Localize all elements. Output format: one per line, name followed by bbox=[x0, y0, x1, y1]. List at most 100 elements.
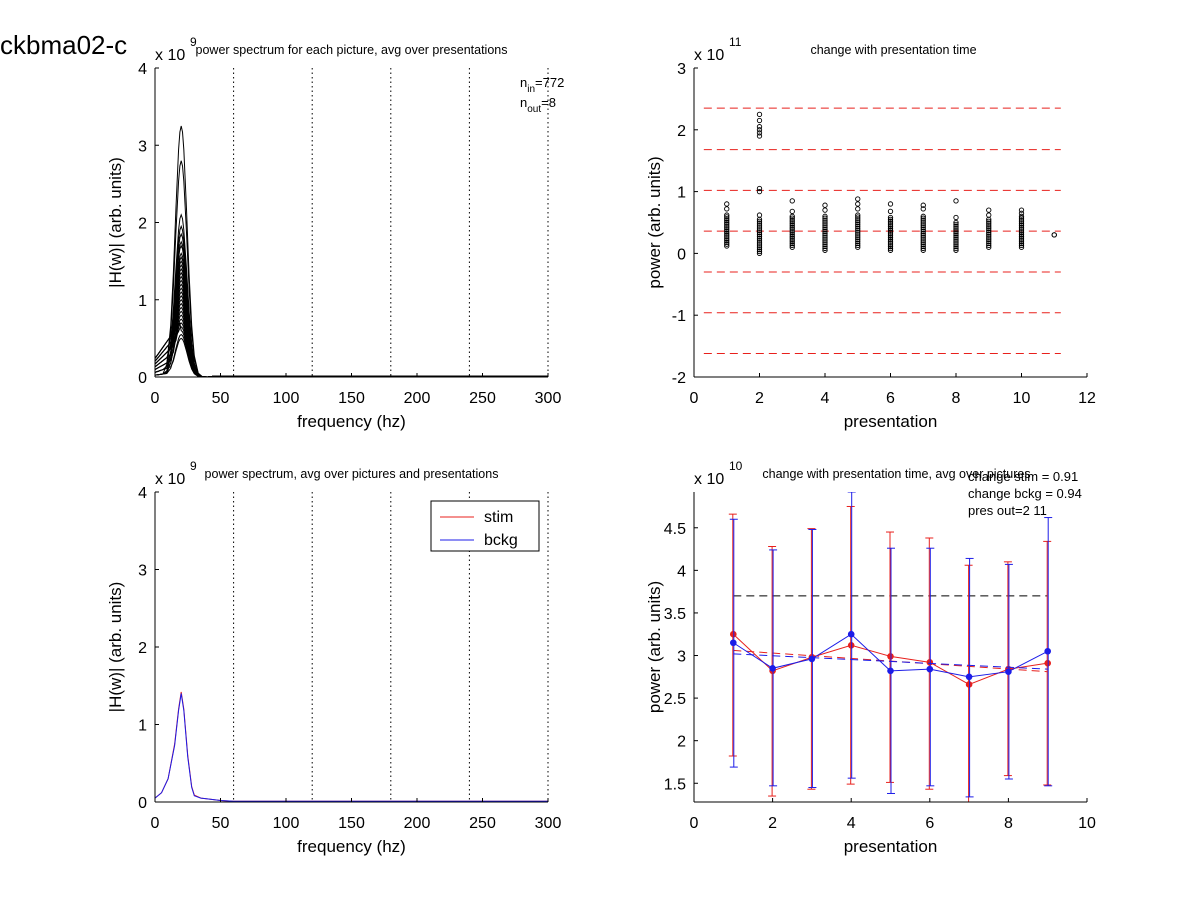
x-tick-label: 250 bbox=[469, 815, 496, 832]
data-point bbox=[822, 236, 828, 242]
data-point bbox=[724, 232, 730, 238]
stat-annotation: change bckg = 0.94 bbox=[968, 486, 1082, 501]
x-tick-label: 300 bbox=[535, 815, 562, 832]
spectrum-line bbox=[154, 224, 548, 378]
x-axis-label: frequency (hz) bbox=[297, 837, 406, 856]
data-point bbox=[1018, 235, 1025, 241]
spectrum-line bbox=[154, 283, 548, 378]
data-point-bckg bbox=[1044, 647, 1051, 655]
data-point bbox=[1018, 244, 1025, 250]
y-exponent-power: 9 bbox=[190, 459, 197, 473]
data-point bbox=[953, 198, 959, 204]
data-point bbox=[887, 222, 894, 228]
data-point bbox=[789, 208, 795, 215]
data-point bbox=[986, 227, 992, 234]
data-point-bckg bbox=[887, 667, 894, 675]
spectrum-line bbox=[154, 232, 548, 378]
panel-power-spectrum-avg: 0 50 100 150 200 250 300 0 1 2 3 4 frequency (hz) |H(… bbox=[106, 459, 561, 856]
data-point bbox=[920, 226, 926, 233]
y-tick-label: 2 bbox=[138, 216, 147, 233]
data-point bbox=[756, 246, 763, 253]
x-tick-label: 0 bbox=[151, 815, 160, 832]
x-axis-label: presentation bbox=[844, 837, 938, 856]
y-tick-label: 2 bbox=[138, 640, 147, 657]
y-tick-label: 3.5 bbox=[664, 606, 686, 623]
data-point bbox=[953, 229, 959, 235]
data-point bbox=[1018, 222, 1025, 229]
series-line-stim bbox=[154, 691, 548, 802]
spectrum-line bbox=[154, 291, 548, 378]
spectrum-line bbox=[154, 333, 548, 378]
data-point bbox=[855, 218, 861, 224]
data-point bbox=[986, 224, 992, 230]
data-point bbox=[855, 206, 861, 212]
data-point bbox=[953, 223, 959, 229]
data-point bbox=[822, 213, 828, 219]
data-point bbox=[986, 235, 992, 241]
spectrum-line bbox=[154, 267, 548, 378]
spectrum-line bbox=[154, 259, 548, 378]
data-point-bckg bbox=[808, 655, 816, 663]
data-point bbox=[920, 221, 926, 227]
data-point bbox=[953, 232, 959, 239]
x-tick-label: 50 bbox=[212, 390, 230, 407]
data-point bbox=[756, 212, 763, 218]
data-point bbox=[953, 225, 959, 231]
data-point bbox=[822, 217, 828, 223]
legend: stim bckg bbox=[430, 500, 540, 552]
data-point bbox=[1018, 226, 1025, 232]
y-tick-label: 4.5 bbox=[664, 521, 686, 538]
data-point bbox=[1018, 215, 1025, 221]
data-point bbox=[1018, 207, 1025, 213]
data-point bbox=[855, 201, 861, 207]
data-point bbox=[756, 226, 763, 232]
plot-title: power spectrum for each picture, avg ove… bbox=[196, 43, 508, 57]
y-tick-label: 3 bbox=[138, 138, 147, 155]
data-point bbox=[789, 219, 795, 225]
plot-title: power spectrum, avg over pictures and pr… bbox=[205, 467, 499, 481]
data-point bbox=[920, 243, 926, 250]
data-point bbox=[822, 215, 828, 221]
spectrum-line bbox=[154, 244, 548, 378]
data-point bbox=[822, 223, 828, 229]
plot-title: change with presentation time, avg over … bbox=[762, 467, 1030, 481]
data-point bbox=[887, 220, 894, 226]
data-point bbox=[855, 196, 861, 202]
data-point bbox=[887, 236, 894, 243]
data-point bbox=[887, 247, 894, 253]
data-point bbox=[953, 214, 959, 221]
y-tick-label: 1 bbox=[138, 293, 147, 310]
data-point bbox=[855, 242, 861, 248]
spectrum-line bbox=[154, 294, 548, 378]
y-tick-label: 2 bbox=[677, 734, 686, 751]
data-point bbox=[756, 124, 763, 130]
series-line-bckg bbox=[154, 693, 548, 802]
data-point bbox=[887, 216, 894, 223]
data-point bbox=[920, 215, 926, 221]
data-point bbox=[855, 227, 861, 233]
data-point bbox=[724, 201, 730, 207]
data-point bbox=[822, 243, 828, 250]
data-point bbox=[855, 229, 861, 235]
data-point bbox=[822, 238, 828, 244]
data-point bbox=[724, 214, 730, 220]
data-point bbox=[953, 238, 959, 244]
data-point bbox=[920, 241, 926, 248]
y-tick-label: -2 bbox=[672, 370, 686, 387]
data-point bbox=[756, 245, 763, 251]
x-tick-label: 10 bbox=[1078, 815, 1096, 832]
x-axis-label: frequency (hz) bbox=[297, 412, 406, 431]
data-point bbox=[1018, 240, 1025, 247]
y-tick-label: 4 bbox=[138, 61, 147, 78]
data-point bbox=[789, 230, 795, 236]
data-point bbox=[724, 230, 730, 236]
data-point bbox=[789, 222, 795, 229]
data-point bbox=[887, 240, 894, 246]
data-point bbox=[1018, 233, 1025, 239]
data-point bbox=[756, 188, 763, 195]
data-point bbox=[953, 234, 959, 240]
x-tick-label: 150 bbox=[338, 815, 365, 832]
data-point bbox=[789, 213, 795, 219]
y-tick-label: 0 bbox=[138, 370, 147, 387]
y-tick-label: 1 bbox=[138, 718, 147, 735]
